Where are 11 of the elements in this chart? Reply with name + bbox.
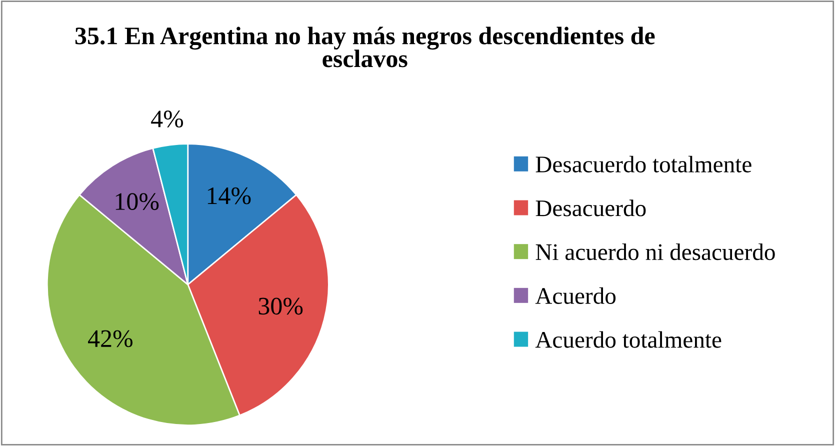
legend-label: Ni acuerdo ni desacuerdo bbox=[536, 244, 775, 260]
legend-label: Desacuerdo bbox=[536, 200, 646, 216]
legend-label: Acuerdo totalmente bbox=[535, 331, 722, 348]
data-label: 14% bbox=[208, 187, 251, 204]
legend-label: Desacuerdo totalmente bbox=[536, 156, 752, 172]
data-label: 10% bbox=[116, 193, 159, 210]
chart-title: 35.1 En Argentina no hay más negros descendientes de esclavos bbox=[75, 26, 655, 68]
legend-label: Acuerdo bbox=[535, 287, 616, 304]
data-label: 4% bbox=[151, 110, 184, 128]
data-label: 42% bbox=[88, 330, 132, 348]
data-label: 30% bbox=[258, 298, 303, 315]
